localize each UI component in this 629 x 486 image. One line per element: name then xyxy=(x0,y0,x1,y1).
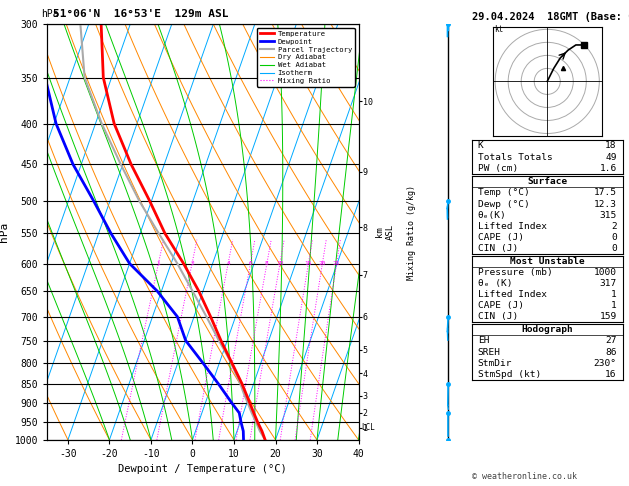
Text: CIN (J): CIN (J) xyxy=(478,243,518,253)
Text: Pressure (mb): Pressure (mb) xyxy=(478,268,552,277)
Text: K: K xyxy=(478,141,484,150)
Text: 51°06'N  16°53'E  129m ASL: 51°06'N 16°53'E 129m ASL xyxy=(53,9,229,19)
Text: 230°: 230° xyxy=(594,359,616,368)
Text: 49: 49 xyxy=(605,153,616,162)
Text: 159: 159 xyxy=(599,312,616,321)
Text: Lifted Index: Lifted Index xyxy=(478,222,547,230)
Text: 1: 1 xyxy=(611,301,616,310)
Text: Surface: Surface xyxy=(527,177,567,187)
Text: CIN (J): CIN (J) xyxy=(478,312,518,321)
Text: Lifted Index: Lifted Index xyxy=(478,290,547,299)
Text: 86: 86 xyxy=(605,347,616,357)
Text: Dewp (°C): Dewp (°C) xyxy=(478,200,530,208)
Text: 1: 1 xyxy=(611,290,616,299)
Text: Most Unstable: Most Unstable xyxy=(510,257,584,266)
Text: θₑ(K): θₑ(K) xyxy=(478,210,506,220)
Text: 29.04.2024  18GMT (Base: 00): 29.04.2024 18GMT (Base: 00) xyxy=(472,12,629,22)
X-axis label: Dewpoint / Temperature (°C): Dewpoint / Temperature (°C) xyxy=(118,465,287,474)
Text: 317: 317 xyxy=(599,279,616,288)
Y-axis label: km
ASL: km ASL xyxy=(376,224,395,240)
Text: CAPE (J): CAPE (J) xyxy=(478,301,524,310)
Text: LCL: LCL xyxy=(362,423,376,432)
Text: Totals Totals: Totals Totals xyxy=(478,153,552,162)
Text: 8: 8 xyxy=(265,261,269,266)
Text: CAPE (J): CAPE (J) xyxy=(478,233,524,242)
Text: kt: kt xyxy=(494,25,503,34)
Text: 2: 2 xyxy=(611,222,616,230)
Text: 16: 16 xyxy=(304,261,312,266)
Text: 10: 10 xyxy=(276,261,284,266)
Text: 16: 16 xyxy=(605,370,616,379)
Text: Temp (°C): Temp (°C) xyxy=(478,189,530,197)
Text: 27: 27 xyxy=(605,336,616,346)
Text: θₑ (K): θₑ (K) xyxy=(478,279,512,288)
Text: 1000: 1000 xyxy=(594,268,616,277)
Text: 20: 20 xyxy=(319,261,326,266)
Text: 4: 4 xyxy=(226,261,230,266)
Text: 12.3: 12.3 xyxy=(594,200,616,208)
Text: © weatheronline.co.uk: © weatheronline.co.uk xyxy=(472,472,577,481)
Text: hPa: hPa xyxy=(41,9,58,19)
Text: 1.6: 1.6 xyxy=(599,164,616,173)
Text: StmSpd (kt): StmSpd (kt) xyxy=(478,370,541,379)
Y-axis label: hPa: hPa xyxy=(0,222,9,242)
Text: PW (cm): PW (cm) xyxy=(478,164,518,173)
Text: 17.5: 17.5 xyxy=(594,189,616,197)
Text: 315: 315 xyxy=(599,210,616,220)
Text: StmDir: StmDir xyxy=(478,359,512,368)
Text: 0: 0 xyxy=(611,243,616,253)
Text: 1: 1 xyxy=(157,261,160,266)
Text: 6: 6 xyxy=(248,261,252,266)
Text: SREH: SREH xyxy=(478,347,501,357)
Text: EH: EH xyxy=(478,336,489,346)
Text: 25: 25 xyxy=(333,261,340,266)
Text: 0: 0 xyxy=(611,233,616,242)
Text: Mixing Ratio (g/kg): Mixing Ratio (g/kg) xyxy=(408,185,416,279)
Text: Hodograph: Hodograph xyxy=(521,325,573,334)
Legend: Temperature, Dewpoint, Parcel Trajectory, Dry Adiabat, Wet Adiabat, Isotherm, Mi: Temperature, Dewpoint, Parcel Trajectory… xyxy=(257,28,355,87)
Text: 18: 18 xyxy=(605,141,616,150)
Text: 2: 2 xyxy=(190,261,194,266)
